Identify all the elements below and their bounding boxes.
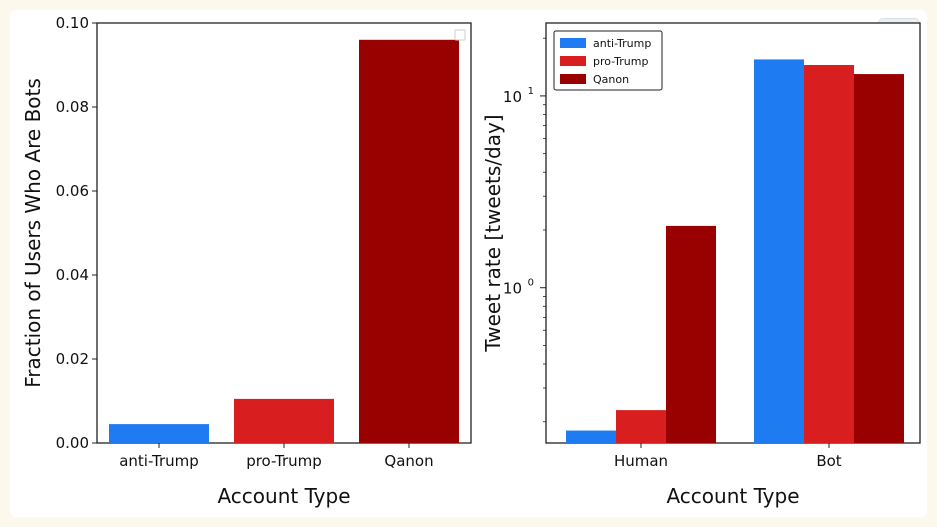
right-y-axis-label: Tweet rate [tweets/day] <box>481 114 505 352</box>
right-ytick-exponent: 0 <box>528 278 534 289</box>
legend-label-anti-trump: anti-Trump <box>593 37 651 50</box>
left-xtick-label: anti-Trump <box>119 452 199 470</box>
left-ytick-label: 0.02 <box>56 350 89 368</box>
left-ytick-label: 0.04 <box>56 266 89 284</box>
right-bar-pro-trump-bot <box>804 64 854 444</box>
left-ytick-label: 0.00 <box>56 434 89 452</box>
left-ytick-label: 0.10 <box>56 14 89 32</box>
right-ytick-exponent: 1 <box>528 86 534 97</box>
left-ytick-label: 0.06 <box>56 182 89 200</box>
left-bar-pro-trump <box>234 398 334 443</box>
left-empty-legend <box>454 29 466 41</box>
legend-label-qanon: Qanon <box>593 73 629 86</box>
legend-swatch-qanon <box>560 74 586 84</box>
left-ytick-label: 0.08 <box>56 98 89 116</box>
legend-label-pro-trump: pro-Trump <box>593 55 648 68</box>
legend-swatch-anti-trump <box>560 38 586 48</box>
left-x-axis-label: Account Type <box>217 484 350 508</box>
left-xtick-label: pro-Trump <box>246 452 322 470</box>
right-xtick-label: Human <box>614 452 668 470</box>
right-bar-pro-trump-human <box>616 410 666 443</box>
right-bar-qanon-bot <box>854 74 904 444</box>
left-bar-qanon <box>359 39 459 444</box>
right-xtick-label: Bot <box>816 452 841 470</box>
left-y-axis-label: Fraction of Users Who Are Bots <box>21 78 45 388</box>
right-ytick-label: 10 <box>503 280 522 298</box>
left-xtick-label: Qanon <box>384 452 433 470</box>
left-bar-anti-trump <box>109 424 209 443</box>
right-ytick-label: 10 <box>503 88 522 106</box>
right-bar-qanon-human <box>666 225 716 443</box>
right-bar-anti-trump-human <box>566 430 616 443</box>
legend-swatch-pro-trump <box>560 56 586 66</box>
right-bar-anti-trump-bot <box>754 59 804 443</box>
right-x-axis-label: Account Type <box>666 484 799 508</box>
